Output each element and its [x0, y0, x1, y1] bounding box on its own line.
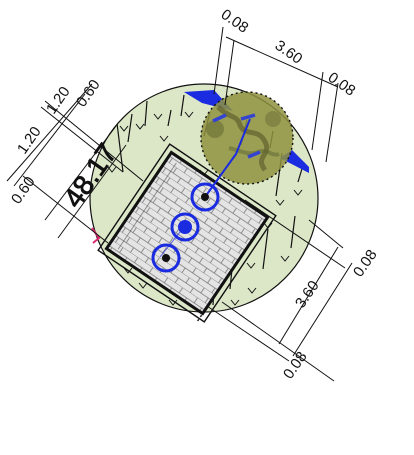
dimension-left-1: 0.60	[73, 77, 104, 111]
dimension-top-2: 3.60	[272, 37, 306, 68]
dimension-right-2: 3.60	[292, 278, 323, 312]
svg-text:0.08: 0.08	[325, 69, 359, 100]
dimension-top-3: 0.08	[325, 69, 359, 100]
svg-text:0.60: 0.60	[73, 77, 104, 111]
dimension-left-4: 0.60	[8, 174, 39, 208]
svg-text:0.60: 0.60	[8, 174, 39, 208]
svg-text:0.08: 0.08	[350, 247, 381, 281]
dimension-lines	[6, 26, 353, 382]
inspection-chambers	[151, 182, 220, 273]
service-line	[159, 118, 251, 258]
tree-canopy	[200, 91, 294, 185]
svg-text:0.08: 0.08	[280, 349, 311, 383]
dimension-right-1: 0.08	[350, 247, 381, 281]
boundary-marker	[91, 227, 101, 244]
chamber-upper	[190, 182, 220, 212]
chamber-middle	[170, 212, 200, 242]
dimension-right-3: 0.08	[280, 349, 311, 383]
chamber-lower	[151, 243, 181, 273]
svg-text:3.60: 3.60	[272, 37, 306, 68]
svg-text:3.60: 3.60	[292, 278, 323, 312]
